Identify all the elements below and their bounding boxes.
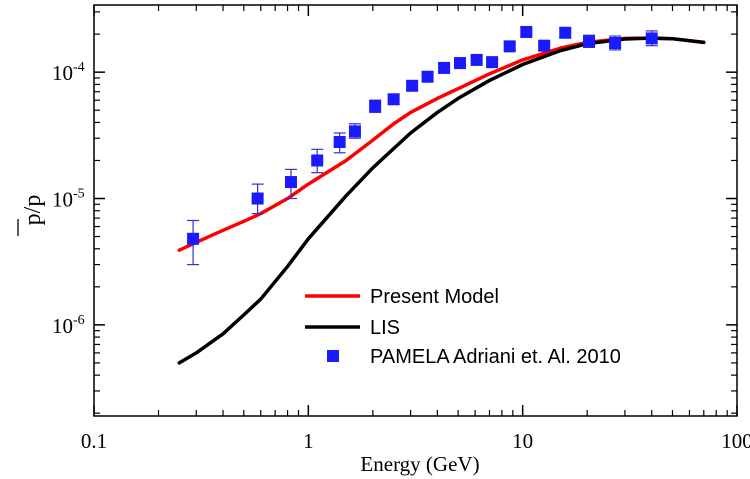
data-marker bbox=[538, 39, 551, 52]
data-marker bbox=[645, 32, 658, 45]
data-marker bbox=[520, 25, 533, 38]
pamela-point bbox=[453, 57, 466, 70]
x-tick-label: 1 bbox=[303, 429, 314, 453]
pamela-point bbox=[333, 132, 346, 154]
data-marker bbox=[559, 26, 572, 39]
y-tick-label: 10-6 bbox=[52, 313, 85, 338]
x-tick-label: 0.1 bbox=[81, 429, 107, 453]
data-marker bbox=[284, 176, 297, 189]
data-marker bbox=[348, 125, 361, 138]
pamela-point bbox=[520, 25, 533, 38]
x-axis-label: Energy (GeV) bbox=[360, 452, 479, 476]
pamela-point bbox=[645, 30, 658, 47]
pamela-point bbox=[387, 93, 400, 106]
x-tick-label: 100 bbox=[721, 429, 750, 453]
pamela-point bbox=[369, 99, 382, 114]
data-marker bbox=[187, 232, 200, 245]
data-marker bbox=[470, 53, 483, 66]
pamela-point bbox=[583, 34, 596, 49]
legend-swatch-pamela bbox=[327, 350, 339, 362]
legend-label-present-model: Present Model bbox=[370, 286, 499, 308]
y-axis: 10-6 10-5 10-4 bbox=[52, 11, 737, 414]
data-marker bbox=[251, 192, 264, 205]
legend: Present Model LIS PAMELA Adriani et. Al.… bbox=[305, 286, 621, 368]
data-marker bbox=[453, 57, 466, 70]
y-tick-label: 10-5 bbox=[52, 187, 85, 212]
pamela-points bbox=[187, 25, 658, 266]
pamela-point bbox=[470, 53, 483, 66]
pamela-point bbox=[609, 35, 622, 51]
pamela-point bbox=[538, 39, 551, 52]
x-axis: 0.1 1 10 100 bbox=[81, 5, 750, 453]
pamela-point bbox=[406, 79, 419, 92]
data-marker bbox=[369, 99, 382, 112]
pamela-point bbox=[559, 26, 572, 39]
legend-label-pamela: PAMELA Adriani et. Al. 2010 bbox=[370, 346, 621, 368]
data-marker bbox=[333, 136, 346, 149]
y-tick-label: 10-4 bbox=[52, 60, 85, 85]
pamela-point bbox=[187, 219, 200, 266]
data-marker bbox=[311, 154, 324, 167]
pamela-point bbox=[486, 56, 499, 69]
pamela-point bbox=[311, 148, 324, 174]
pamela-point bbox=[503, 40, 516, 53]
data-marker bbox=[486, 56, 499, 69]
pamela-point bbox=[421, 70, 434, 83]
legend-label-lis: LIS bbox=[370, 317, 400, 339]
data-marker bbox=[406, 79, 419, 92]
data-marker bbox=[583, 35, 596, 48]
pamela-point bbox=[348, 123, 361, 139]
data-marker bbox=[503, 40, 516, 53]
data-marker bbox=[387, 93, 400, 106]
data-marker bbox=[421, 70, 434, 83]
svg-text:p/p: p/p bbox=[20, 195, 46, 226]
data-marker bbox=[609, 37, 622, 50]
pamela-point bbox=[284, 168, 297, 200]
x-tick-label: 10 bbox=[512, 429, 533, 453]
pamela-point bbox=[438, 61, 451, 74]
pamela-point bbox=[251, 183, 264, 215]
data-marker bbox=[438, 61, 451, 74]
y-axis-label: p/p bbox=[17, 195, 46, 236]
